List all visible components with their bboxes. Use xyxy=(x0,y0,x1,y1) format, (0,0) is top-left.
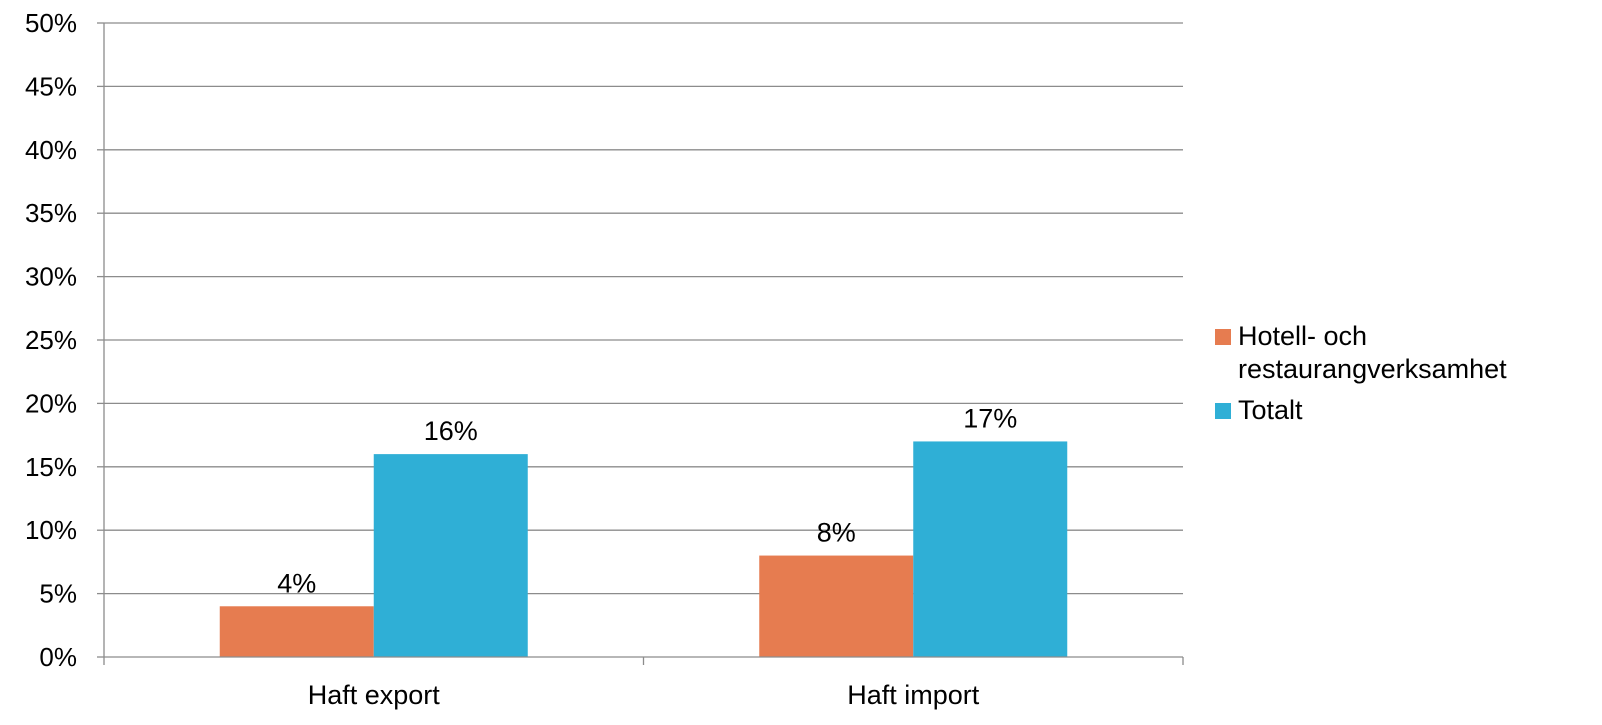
bar xyxy=(219,606,374,657)
data-labels: 4% 16% 8% 17% xyxy=(277,403,1017,598)
bars xyxy=(219,441,1068,657)
y-tick-label: 35% xyxy=(25,198,77,228)
x-category-label: Haft export xyxy=(308,680,441,710)
legend-item-totalt: Totalt xyxy=(1215,394,1595,427)
y-tick-label: 30% xyxy=(25,262,77,292)
legend-item-hotell: Hotell- och restaurangverksamhet xyxy=(1215,320,1595,386)
y-tick-label: 15% xyxy=(25,452,77,482)
y-tick-label: 20% xyxy=(25,388,77,418)
y-tick-label: 45% xyxy=(25,71,77,101)
bar xyxy=(913,441,1068,657)
y-tick-label: 50% xyxy=(25,8,77,38)
bar xyxy=(373,454,528,657)
legend-swatch-hotell xyxy=(1215,329,1231,345)
legend-swatch-totalt xyxy=(1215,403,1231,419)
y-tick-label: 25% xyxy=(25,325,77,355)
data-label: 8% xyxy=(817,518,856,548)
data-label: 17% xyxy=(963,403,1017,433)
y-tick-label: 0% xyxy=(39,642,77,672)
y-tick-label: 5% xyxy=(39,579,77,609)
axes xyxy=(103,23,1184,665)
legend: Hotell- och restaurangverksamhet Totalt xyxy=(1215,320,1595,435)
legend-label-totalt: Totalt xyxy=(1238,395,1303,425)
data-label: 16% xyxy=(424,416,478,446)
gridlines xyxy=(97,22,1183,658)
x-category-label: Haft import xyxy=(847,680,980,710)
legend-label-hotell: Hotell- och restaurangverksamhet xyxy=(1238,321,1507,384)
y-axis-ticks: 0% 5% 10% 15% 20% 25% 30% 35% 40% 45% 50% xyxy=(25,8,77,672)
y-tick-label: 40% xyxy=(25,135,77,165)
bar xyxy=(759,555,914,657)
x-axis-labels: Haft export Haft import xyxy=(308,680,980,710)
data-label: 4% xyxy=(277,568,316,598)
y-tick-label: 10% xyxy=(25,515,77,545)
